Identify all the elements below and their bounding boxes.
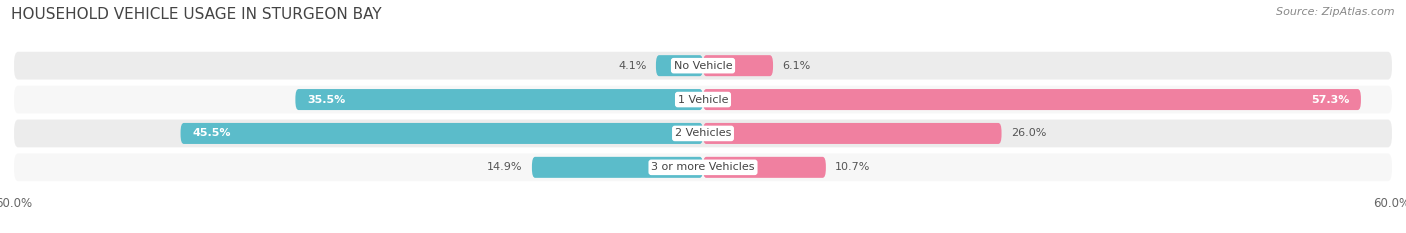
Text: No Vehicle: No Vehicle [673, 61, 733, 71]
Text: 3 or more Vehicles: 3 or more Vehicles [651, 162, 755, 172]
Text: 35.5%: 35.5% [307, 95, 344, 105]
FancyBboxPatch shape [14, 86, 1392, 113]
Text: HOUSEHOLD VEHICLE USAGE IN STURGEON BAY: HOUSEHOLD VEHICLE USAGE IN STURGEON BAY [11, 7, 382, 22]
FancyBboxPatch shape [703, 123, 1001, 144]
Text: 2 Vehicles: 2 Vehicles [675, 128, 731, 138]
FancyBboxPatch shape [14, 154, 1392, 181]
Text: 6.1%: 6.1% [782, 61, 810, 71]
FancyBboxPatch shape [295, 89, 703, 110]
FancyBboxPatch shape [703, 55, 773, 76]
FancyBboxPatch shape [703, 157, 825, 178]
FancyBboxPatch shape [14, 120, 1392, 147]
FancyBboxPatch shape [14, 52, 1392, 79]
Text: 10.7%: 10.7% [835, 162, 870, 172]
Text: 26.0%: 26.0% [1011, 128, 1046, 138]
FancyBboxPatch shape [703, 89, 1361, 110]
Text: Source: ZipAtlas.com: Source: ZipAtlas.com [1277, 7, 1395, 17]
FancyBboxPatch shape [531, 157, 703, 178]
FancyBboxPatch shape [657, 55, 703, 76]
FancyBboxPatch shape [180, 123, 703, 144]
Text: 14.9%: 14.9% [488, 162, 523, 172]
Text: 57.3%: 57.3% [1310, 95, 1350, 105]
Text: 4.1%: 4.1% [619, 61, 647, 71]
Text: 1 Vehicle: 1 Vehicle [678, 95, 728, 105]
Text: 45.5%: 45.5% [193, 128, 231, 138]
